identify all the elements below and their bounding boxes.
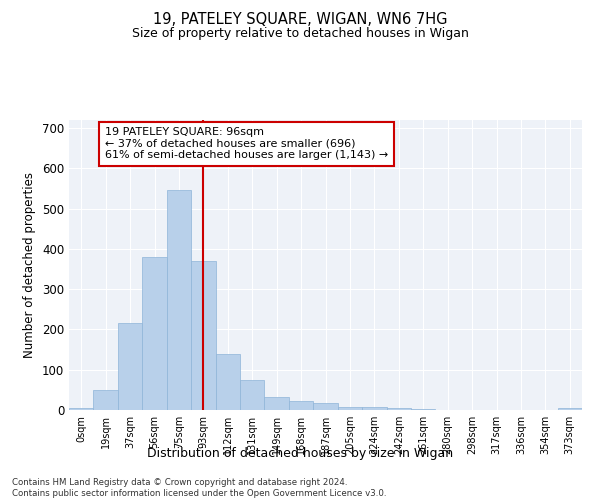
Bar: [411, 409, 436, 410]
Text: Size of property relative to detached houses in Wigan: Size of property relative to detached ho…: [131, 28, 469, 40]
Bar: [338, 407, 362, 410]
Bar: [118, 324, 142, 410]
Bar: [142, 257, 167, 410]
Bar: [265, 396, 289, 410]
Bar: [386, 408, 411, 410]
Bar: [240, 380, 265, 410]
Bar: [557, 408, 582, 410]
Bar: [289, 401, 313, 410]
Text: 19 PATELEY SQUARE: 96sqm
← 37% of detached houses are smaller (696)
61% of semi-: 19 PATELEY SQUARE: 96sqm ← 37% of detach…: [105, 127, 388, 160]
Text: Distribution of detached houses by size in Wigan: Distribution of detached houses by size …: [147, 448, 453, 460]
Bar: [69, 408, 94, 410]
Bar: [215, 354, 240, 410]
Bar: [313, 403, 338, 410]
Bar: [362, 407, 386, 410]
Bar: [191, 261, 215, 410]
Bar: [94, 390, 118, 410]
Y-axis label: Number of detached properties: Number of detached properties: [23, 172, 37, 358]
Text: 19, PATELEY SQUARE, WIGAN, WN6 7HG: 19, PATELEY SQUARE, WIGAN, WN6 7HG: [153, 12, 447, 28]
Bar: [167, 190, 191, 410]
Text: Contains HM Land Registry data © Crown copyright and database right 2024.
Contai: Contains HM Land Registry data © Crown c…: [12, 478, 386, 498]
